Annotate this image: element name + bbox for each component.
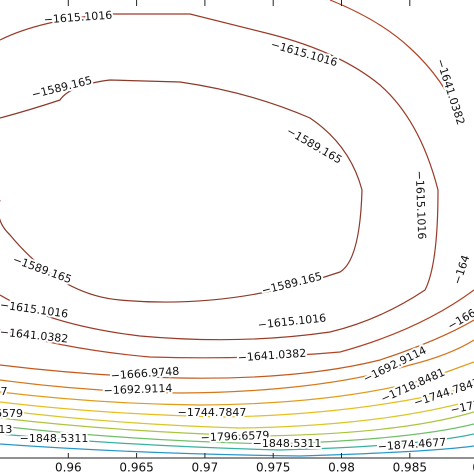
contour-label: −1848.5311	[253, 437, 322, 450]
contour-label: 7	[1, 385, 8, 398]
contour-label: −1589.165	[11, 253, 73, 286]
x-tick-label: 0.975	[256, 461, 290, 474]
contour-label: −1615.1016	[413, 170, 428, 239]
contour-label: −1615.1016	[0, 298, 69, 320]
contour-line	[0, 319, 474, 379]
contour-label: −1615.1016	[269, 38, 339, 69]
contour-line	[0, 339, 474, 394]
x-tick-label: 0.98	[328, 461, 355, 474]
contour-labels: −1589.165−1589.165−1589.165−1589.165−158…	[0, 7, 474, 456]
x-tick-label: 0.965	[119, 461, 153, 474]
x-tick-label: 0.97	[192, 461, 219, 474]
contour-line	[0, 443, 474, 457]
contour-line	[0, 13, 439, 341]
contour-label: −1589.165	[260, 270, 323, 298]
contour-line	[329, 0, 461, 121]
x-tick-label: 0.96	[55, 461, 82, 474]
x-tick-label: 0.	[472, 461, 474, 474]
contour-line	[0, 423, 474, 445]
contour-label-halo: 6579	[0, 407, 23, 420]
contour-label: −1641.0382	[237, 347, 306, 365]
contour-line	[0, 411, 474, 437]
contour-label-halo: −1848.5311	[253, 437, 322, 450]
contour-label-halo: −1770.7213	[0, 423, 12, 436]
contour-label: −1641.0382	[434, 57, 468, 126]
contour-label: −1874.4677	[377, 436, 446, 454]
contour-label: 6579	[0, 407, 23, 420]
contour-label: −1770.7213	[0, 423, 12, 436]
contour-label: −1848.5311	[20, 432, 89, 445]
contour-label: −1666.9748	[110, 365, 179, 383]
contour-label-halo: 7	[1, 385, 8, 398]
contour-label-halo: −1744.7847	[178, 406, 247, 419]
contour-line	[0, 399, 474, 429]
contour-label-halo: −1796.6579	[200, 429, 269, 444]
contour-label: −1692.9114	[103, 382, 172, 397]
contour-line	[0, 361, 474, 406]
x-tick-label: 0.985	[393, 461, 427, 474]
contour-label-halo: −1615.1016	[413, 170, 428, 239]
contour-label: −1615.1016	[43, 9, 112, 27]
contour-label-halo: −1692.9114	[103, 382, 172, 397]
contour-line	[0, 79, 363, 303]
contour-label: −1744.7847	[178, 406, 247, 419]
contour-label: −1615.1016	[257, 311, 327, 331]
contour-label: −164	[451, 253, 473, 286]
contour-line	[0, 433, 474, 451]
contour-label: −1796.6579	[200, 429, 269, 444]
contour-line	[0, 289, 474, 359]
contour-label: −1589.165	[284, 125, 344, 167]
contour-label: −1641.0382	[0, 325, 69, 345]
contour-label: −166	[445, 306, 474, 332]
contour-lines	[0, 0, 474, 457]
contour-label-halo: −1848.5311	[20, 432, 89, 445]
contour-line	[0, 385, 474, 418]
